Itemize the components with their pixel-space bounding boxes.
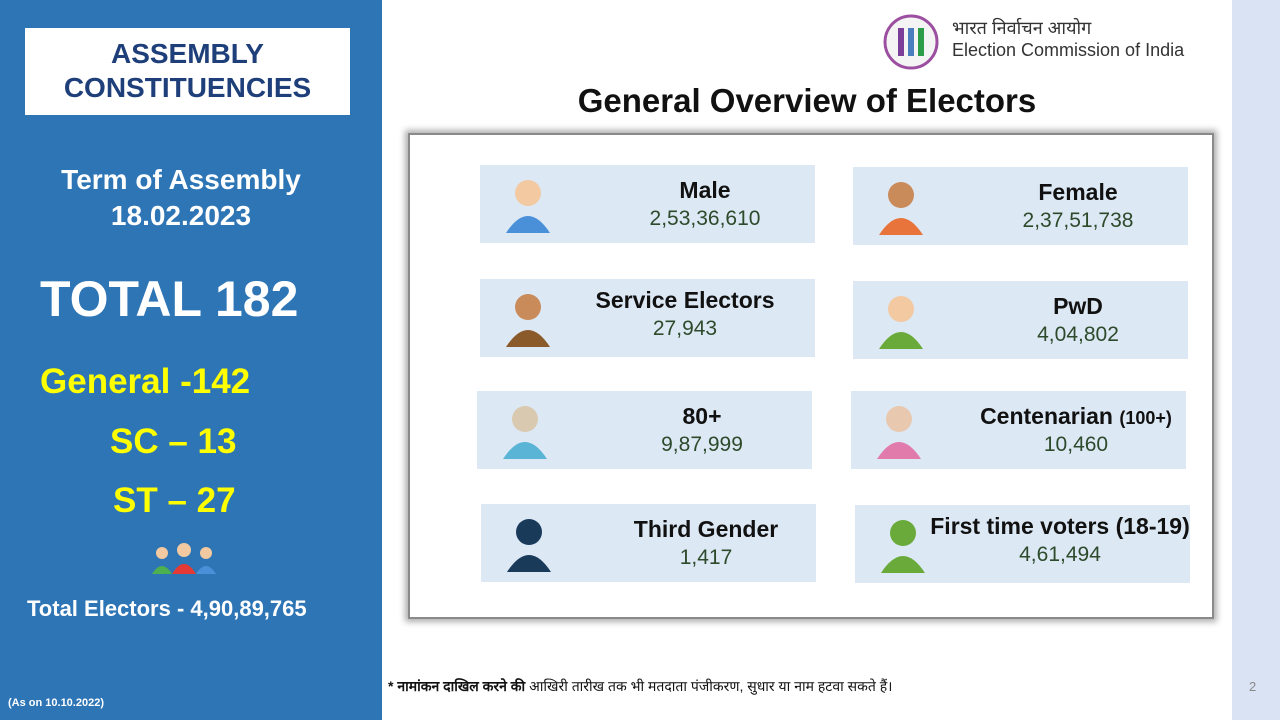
card-value: 2,37,51,738 [1022, 209, 1134, 232]
as-on: (As on 10.10.2022) [8, 697, 104, 709]
card-label: Third Gender [556, 516, 856, 543]
card-value: 4,04,802 [1037, 323, 1119, 346]
card-label-text: PwD [1053, 293, 1103, 319]
people-icon [152, 543, 216, 574]
card-label-note: (100+) [1119, 408, 1172, 428]
card-label-text: Male [679, 177, 731, 203]
card-label-text: Third Gender [633, 516, 779, 542]
stat-card: PwD 4,04,802 [853, 281, 1188, 359]
stat-card: First time voters (18-19) 4,61,494 [855, 505, 1190, 583]
sidebar: ASSEMBLY CONSTITUENCIES Term of Assembly… [0, 0, 382, 720]
org-english: Election Commission of India [952, 40, 1185, 60]
card-label: 80+ [552, 403, 852, 430]
badge: ASSEMBLY CONSTITUENCIES [25, 28, 350, 115]
card-value: 1,417 [679, 546, 733, 569]
card-icon [879, 182, 923, 235]
card-icon [877, 406, 921, 459]
stat-card: Service Electors 27,943 [480, 279, 815, 357]
general: General -142 [40, 362, 251, 401]
card-label: Female [928, 179, 1228, 206]
eci-logo [883, 14, 939, 70]
card-label-text: Female [1038, 179, 1118, 205]
stat-card: Male 2,53,36,610 [480, 165, 815, 243]
stat-card: Third Gender 1,417 [481, 504, 816, 582]
badge-line: CONSTITUENCIES [63, 72, 312, 103]
title: General Overview of Electors [577, 82, 1037, 119]
card-label-text: First time voters (18-19) [930, 513, 1190, 539]
card-label-text: Service Electors [595, 287, 775, 313]
card-label: Service Electors [535, 287, 835, 314]
side-strip [1232, 0, 1280, 720]
card-value: 10,460 [1043, 433, 1109, 456]
footnote: * नामांकन दाखिल करने की आखिरी तारीख तक भ… [388, 677, 892, 696]
footnote-bold: * नामांकन दाखिल करने की [388, 678, 526, 694]
card-icon [879, 296, 923, 349]
card-value: 2,53,36,610 [649, 207, 761, 230]
card-icon [503, 406, 547, 459]
card-value: 9,87,999 [661, 433, 743, 456]
card-icon [506, 180, 550, 233]
stat-card: Centenarian (100+) 10,460 [851, 391, 1186, 469]
org-hindi: भारत निर्वाचन आयोग [952, 18, 1092, 38]
footnote-text: आखिरी तारीख तक भी मतदाता पंजीकरण, सुधार … [529, 678, 893, 694]
badge-line: ASSEMBLY [110, 38, 264, 69]
card-label-text: 80+ [682, 403, 722, 429]
card-value: 4,61,494 [1019, 543, 1101, 566]
card-icon [506, 294, 550, 347]
page-number: 2 [1249, 679, 1257, 694]
stat-card: 80+ 9,87,999 [477, 391, 812, 469]
stat-card: Female 2,37,51,738 [853, 167, 1188, 245]
term-date: 18.02.2023 [110, 200, 252, 231]
term-label: Term of Assembly [61, 164, 301, 195]
card-label: First time voters (18-19) [910, 513, 1210, 540]
card-label: Centenarian (100+) [926, 403, 1226, 430]
card-icon [507, 519, 551, 572]
st: ST – 27 [113, 481, 236, 520]
card-label-text: Centenarian [980, 403, 1113, 429]
sc: SC – 13 [110, 422, 237, 461]
card-icon [881, 520, 925, 573]
total-electors: Total Electors - 4,90,89,765 [27, 596, 307, 621]
card-label: Male [555, 177, 855, 204]
total: TOTAL 182 [40, 271, 299, 327]
card-value: 27,943 [652, 317, 718, 340]
card-label: PwD [928, 293, 1228, 320]
